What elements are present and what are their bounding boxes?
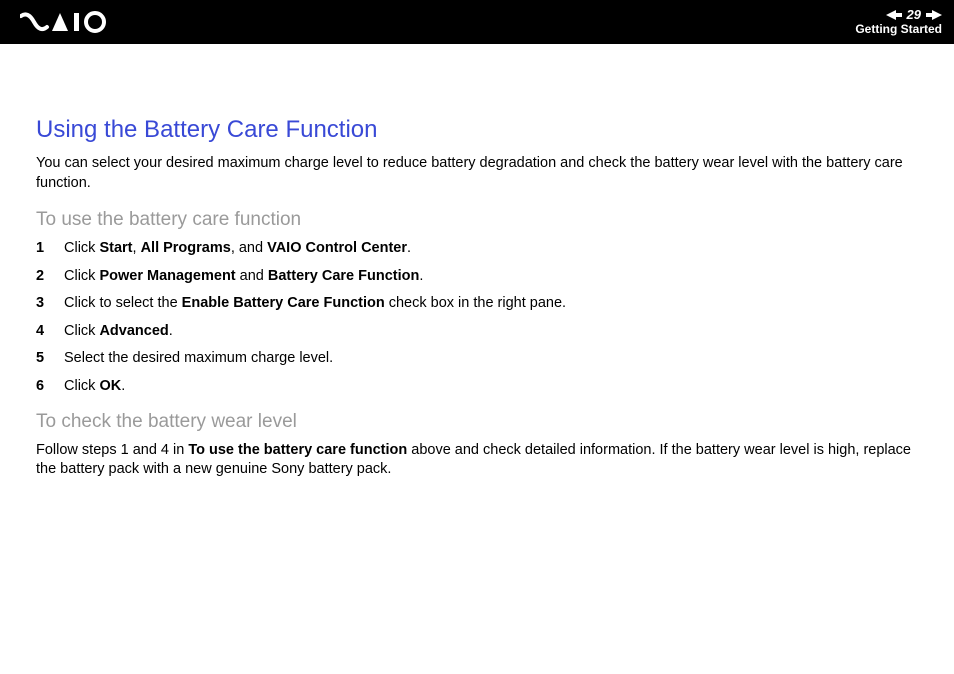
step-3: Click to select the Enable Battery Care …	[36, 294, 922, 314]
para-bold: To use the battery care function	[188, 442, 407, 458]
page-content: Using the Battery Care Function You can …	[0, 44, 954, 480]
step-bold: Battery Care Function	[268, 268, 419, 284]
subhead-use: To use the battery care function	[36, 209, 922, 231]
subhead-check: To check the battery wear level	[36, 411, 922, 433]
step-text: .	[407, 240, 411, 256]
page-nav: 29	[855, 8, 942, 22]
step-text: check box in the right pane.	[385, 295, 566, 311]
steps-list: Click Start, All Programs, and VAIO Cont…	[36, 239, 922, 396]
step-bold: VAIO Control Center	[267, 240, 407, 256]
step-text: ,	[133, 240, 141, 256]
page-number: 29	[905, 8, 923, 22]
step-bold: Enable Battery Care Function	[182, 295, 385, 311]
step-text: Click	[64, 268, 99, 284]
step-text: Click	[64, 378, 99, 394]
step-text: .	[419, 268, 423, 284]
step-text: , and	[231, 240, 267, 256]
step-2: Click Power Management and Battery Care …	[36, 267, 922, 287]
step-1: Click Start, All Programs, and VAIO Cont…	[36, 239, 922, 259]
para-text: Follow steps 1 and 4 in	[36, 442, 188, 458]
step-bold: Power Management	[99, 268, 235, 284]
step-4: Click Advanced.	[36, 322, 922, 342]
step-bold: Start	[99, 240, 132, 256]
step-text: Click	[64, 240, 99, 256]
vaio-logo	[20, 11, 120, 33]
section-label: Getting Started	[855, 23, 942, 36]
step-text: and	[236, 268, 268, 284]
step-6: Click OK.	[36, 377, 922, 397]
step-text: Click to select the	[64, 295, 182, 311]
step-bold: All Programs	[141, 240, 231, 256]
step-text: .	[169, 323, 173, 339]
intro-text: You can select your desired maximum char…	[36, 154, 922, 193]
para-check: Follow steps 1 and 4 in To use the batte…	[36, 441, 922, 480]
step-bold: Advanced	[99, 323, 168, 339]
page-title: Using the Battery Care Function	[36, 116, 922, 144]
prev-page-icon[interactable]	[886, 10, 902, 20]
step-bold: OK	[99, 378, 121, 394]
doc-header: 29 Getting Started	[0, 0, 954, 44]
step-text: Click	[64, 323, 99, 339]
step-5: Select the desired maximum charge level.	[36, 349, 922, 369]
step-text: .	[121, 378, 125, 394]
step-text: Select the desired maximum charge level.	[64, 350, 333, 366]
next-page-icon[interactable]	[926, 10, 942, 20]
header-right: 29 Getting Started	[855, 8, 942, 36]
